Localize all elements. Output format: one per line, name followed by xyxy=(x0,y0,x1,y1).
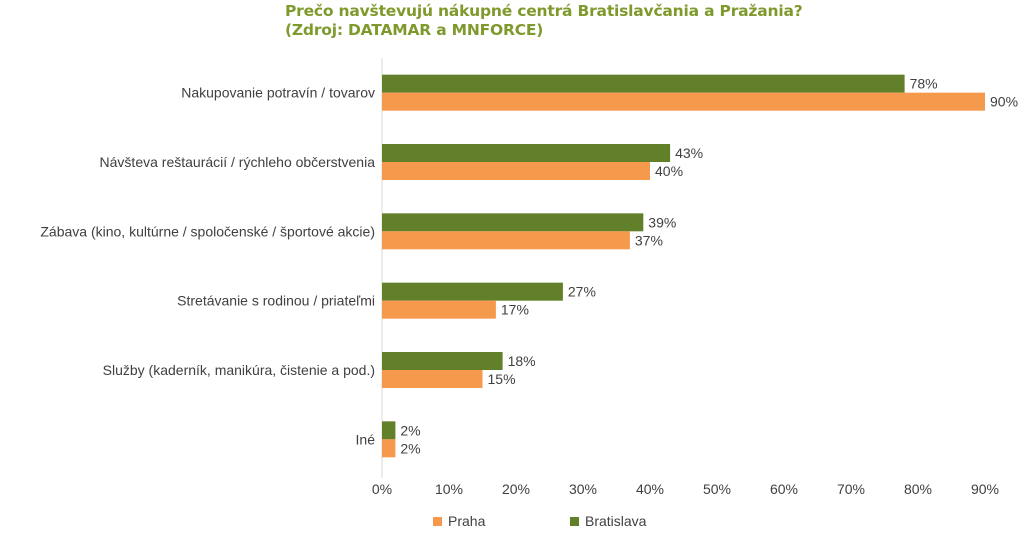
bar-praha xyxy=(382,92,985,111)
data-label-praha: 15% xyxy=(488,371,516,387)
x-tick-label: 40% xyxy=(636,481,664,497)
x-tick-label: 0% xyxy=(372,481,392,497)
x-tick-label: 80% xyxy=(904,481,932,497)
bar-bratislava xyxy=(382,74,905,93)
x-tick-label: 20% xyxy=(502,481,530,497)
legend-item-bratislava: Bratislava xyxy=(570,513,646,529)
data-label-bratislava: 39% xyxy=(648,214,676,230)
data-label-bratislava: 78% xyxy=(910,76,938,92)
chart-title: Prečo navštevujú nákupné centrá Bratisla… xyxy=(285,2,803,40)
x-tick-label: 30% xyxy=(569,481,597,497)
bar-praha xyxy=(382,439,396,458)
data-label-praha: 17% xyxy=(501,302,529,318)
bar-bratislava xyxy=(382,144,671,162)
data-label-bratislava: 27% xyxy=(568,284,596,300)
bar-praha xyxy=(382,162,650,180)
category-label: Zábava (kino, kultúrne / spoločenské / š… xyxy=(40,223,375,239)
chart-title-line1: Prečo navštevujú nákupné centrá Bratisla… xyxy=(285,2,803,20)
data-label-praha: 2% xyxy=(400,440,420,456)
x-tick-label: 50% xyxy=(703,481,731,497)
category-label: Služby (kaderník, manikúra, čistenie a p… xyxy=(103,362,375,378)
legend-swatch xyxy=(433,516,442,526)
category-label: Návšteva reštaurácií / rýchleho občerstv… xyxy=(100,154,376,170)
bar-praha xyxy=(382,370,483,388)
x-tick-label: 60% xyxy=(770,481,798,497)
x-tick-label: 70% xyxy=(837,481,865,497)
legend: Praha Bratislava xyxy=(0,513,1024,531)
bar-bratislava xyxy=(382,352,503,370)
data-label-bratislava: 18% xyxy=(508,353,536,369)
x-tick-label: 10% xyxy=(435,481,463,497)
category-label: Iné xyxy=(356,431,376,447)
legend-item-praha: Praha xyxy=(433,513,485,529)
chart-title-line2: (Zdroj: DATAMAR a MNFORCE) xyxy=(285,21,544,39)
x-tick-label: 90% xyxy=(971,481,999,497)
category-label: Nakupovanie potravín / tovarov xyxy=(181,85,375,101)
data-label-praha: 90% xyxy=(990,94,1018,110)
data-label-bratislava: 43% xyxy=(675,145,703,161)
bar-bratislava xyxy=(382,213,644,232)
bar-praha xyxy=(382,231,630,250)
bar-bratislava xyxy=(382,282,563,301)
bar-praha xyxy=(382,300,496,319)
legend-label: Bratislava xyxy=(585,513,647,529)
legend-swatch xyxy=(570,516,579,526)
data-label-praha: 40% xyxy=(655,163,683,179)
bar-bratislava xyxy=(382,421,396,440)
category-label: Stretávanie s rodinou / priateľmi xyxy=(177,293,375,309)
data-label-bratislava: 2% xyxy=(400,422,420,438)
legend-label: Praha xyxy=(448,513,486,529)
data-label-praha: 37% xyxy=(635,232,663,248)
